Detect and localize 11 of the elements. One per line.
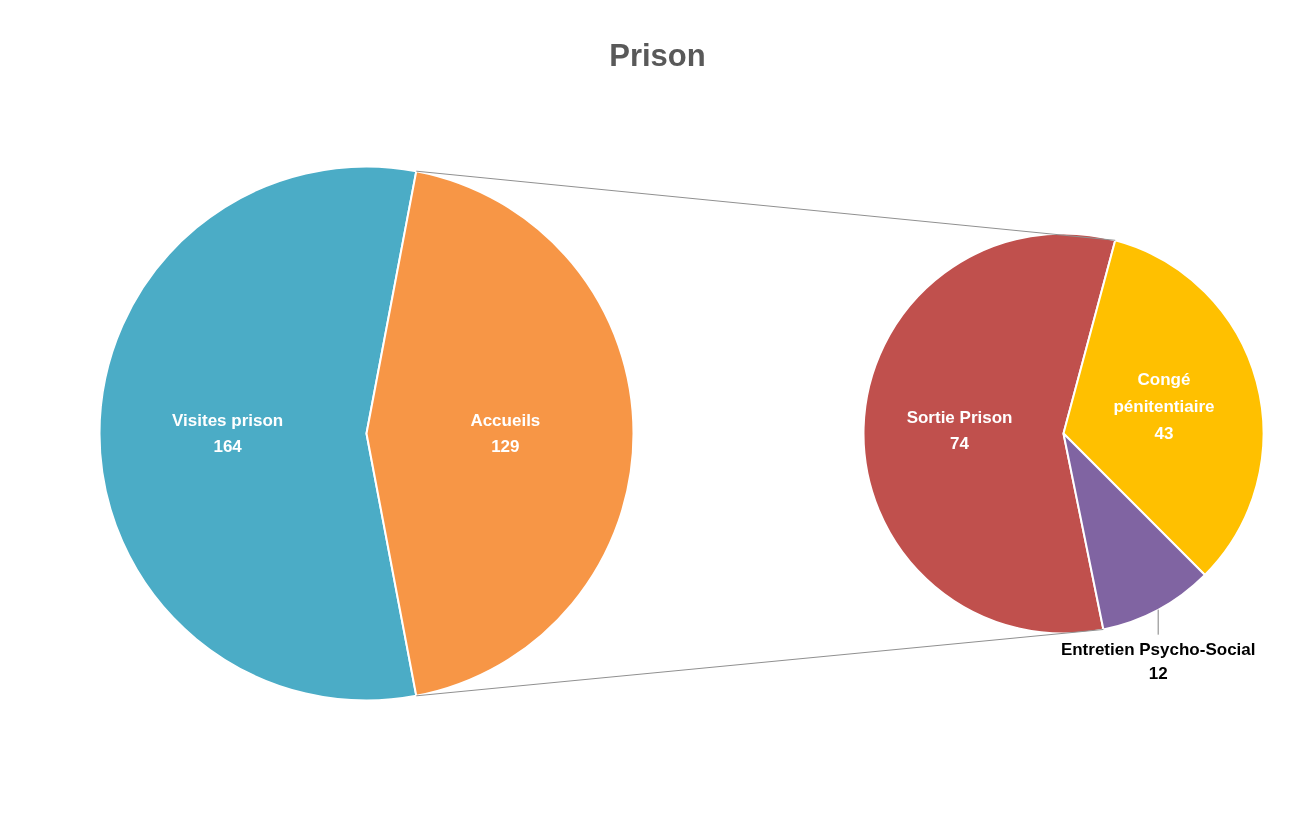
- data-label: 74: [950, 434, 970, 454]
- slice-label: Visites prison: [172, 410, 284, 430]
- slice-label: Accueils: [470, 410, 541, 430]
- data-label: 12: [1148, 664, 1168, 684]
- data-label: 164: [213, 437, 243, 457]
- slice-label: Sortie Prison: [906, 407, 1013, 427]
- slice-label: Congé pénitentiaire: [1113, 370, 1215, 417]
- data-label: 43: [1154, 423, 1174, 443]
- slice-label: Entretien Psycho-Social: [1060, 639, 1256, 659]
- chart-title: Prison: [609, 38, 706, 73]
- data-label: 129: [491, 437, 520, 457]
